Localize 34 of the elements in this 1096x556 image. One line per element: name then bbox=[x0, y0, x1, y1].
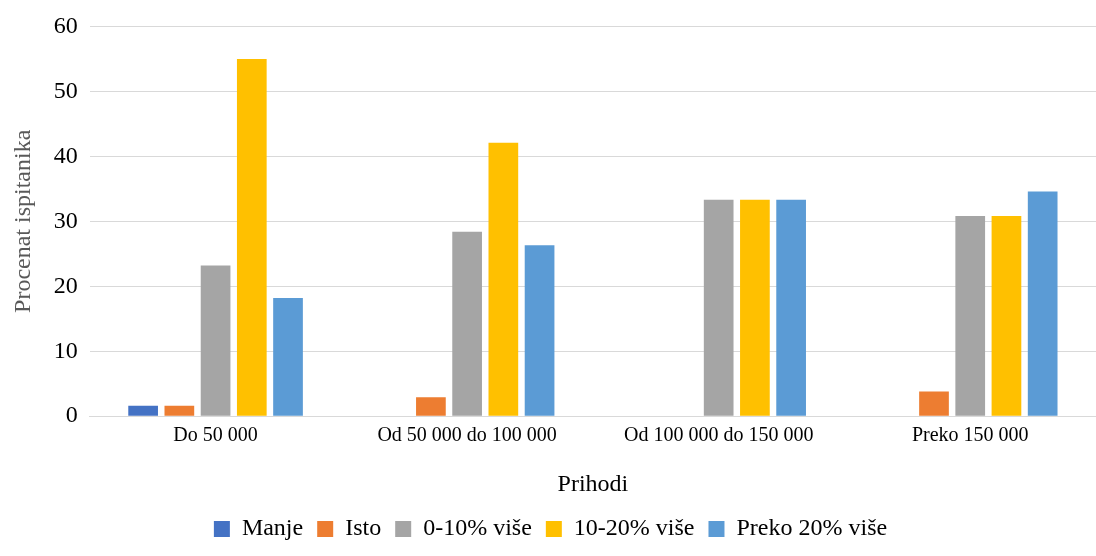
x-tick-label: Od 100 000 do 150 000 bbox=[623, 423, 814, 446]
x-axis-title: Prihodi bbox=[557, 469, 629, 496]
y-tick-label: 50 bbox=[53, 76, 78, 103]
bar bbox=[164, 405, 195, 416]
x-tick-label: Od 50 000 do 100 000 bbox=[377, 423, 557, 446]
bar bbox=[740, 199, 770, 416]
bar bbox=[273, 297, 303, 416]
y-tick-label: 10 bbox=[53, 336, 78, 363]
bar bbox=[416, 397, 446, 416]
bar bbox=[452, 231, 482, 416]
bar bbox=[236, 58, 267, 416]
legend-label: 0-10% više bbox=[423, 514, 532, 541]
bar bbox=[919, 391, 949, 416]
bar bbox=[703, 199, 734, 416]
bar bbox=[955, 216, 986, 416]
bar bbox=[776, 199, 806, 416]
y-axis-title: Procenat ispitanika bbox=[8, 129, 35, 313]
y-tick-label: 0 bbox=[65, 401, 78, 428]
bar bbox=[128, 405, 158, 416]
bar bbox=[524, 245, 555, 416]
bar bbox=[200, 265, 231, 416]
legend-label: Manje bbox=[241, 514, 304, 541]
y-tick-label: 20 bbox=[53, 271, 78, 298]
bar bbox=[488, 142, 519, 416]
legend-label: Isto bbox=[345, 514, 382, 541]
y-tick-label: 30 bbox=[53, 206, 78, 233]
x-tick-label: Do 50 000 bbox=[173, 423, 258, 446]
legend-label: 10-20% više bbox=[573, 514, 695, 541]
x-tick-label: Preko 150 000 bbox=[911, 423, 1029, 446]
bar bbox=[991, 216, 1022, 416]
y-tick-label: 40 bbox=[53, 141, 78, 168]
legend-label: Preko 20% više bbox=[736, 514, 888, 541]
y-tick-label: 60 bbox=[53, 11, 78, 38]
bar bbox=[1027, 191, 1058, 416]
